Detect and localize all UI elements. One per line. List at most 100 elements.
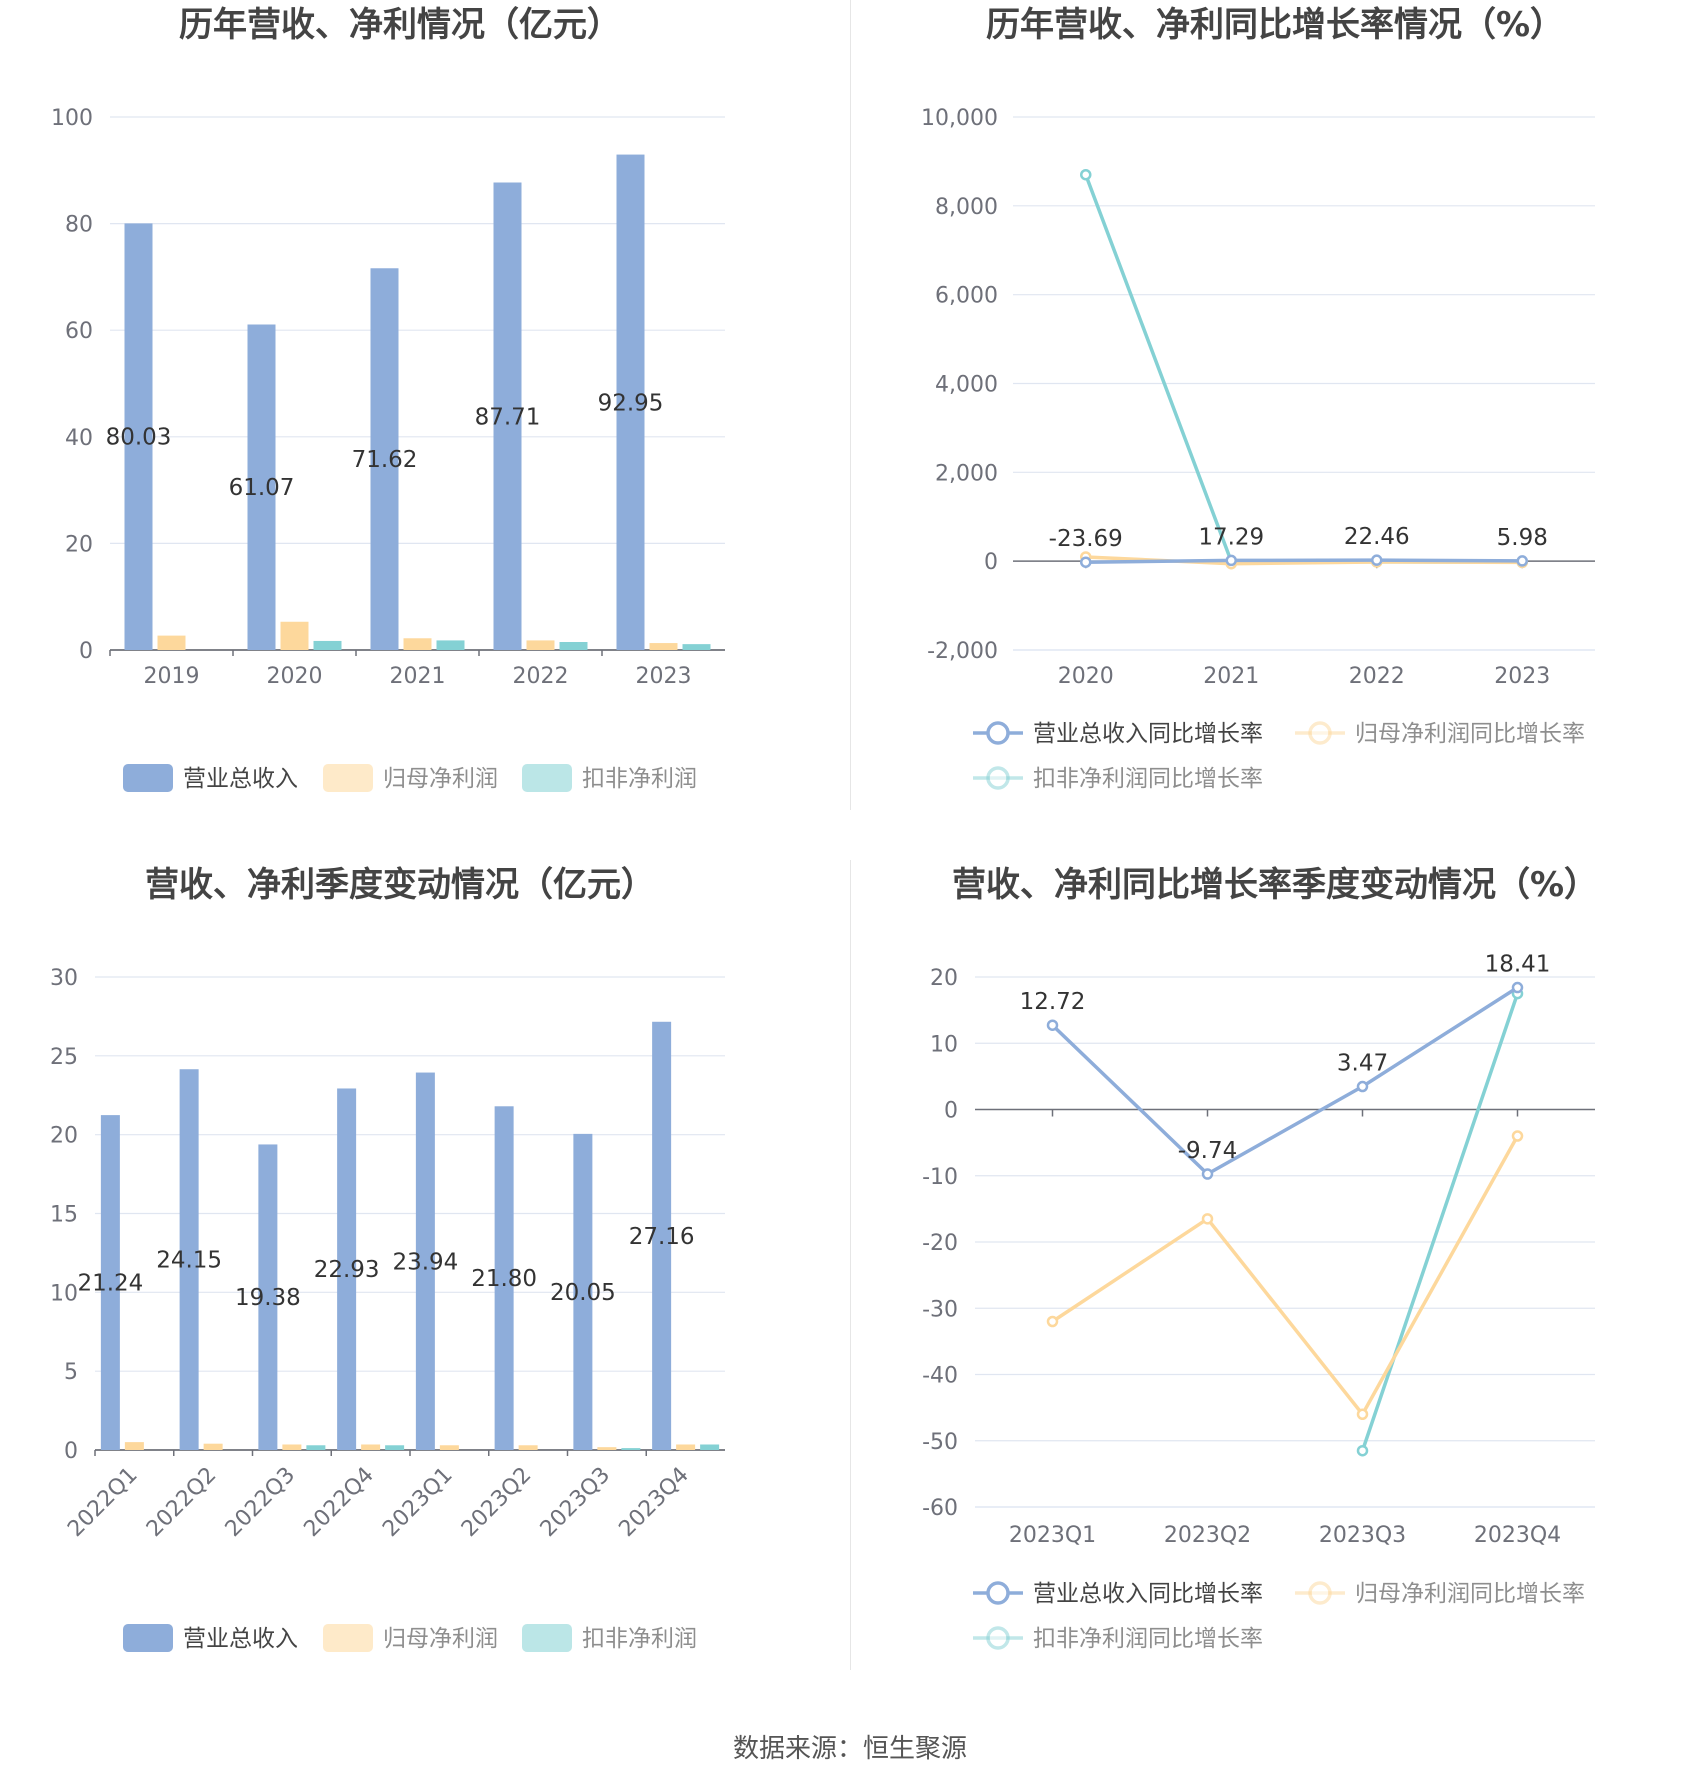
y-tick-label: -30 bbox=[922, 1297, 958, 1322]
bar-deducted-net-profit bbox=[436, 640, 465, 650]
legend-marker bbox=[986, 1626, 1010, 1650]
data-label: 17.29 bbox=[1198, 524, 1264, 550]
bar-revenue bbox=[337, 1088, 357, 1450]
data-label: -9.74 bbox=[1178, 1138, 1238, 1164]
y-tick-label: 20 bbox=[930, 966, 958, 991]
y-tick-label: 0 bbox=[64, 1439, 78, 1464]
data-source-note: 数据来源：恒生聚源 bbox=[732, 1734, 967, 1764]
legend-swatch bbox=[323, 1624, 373, 1652]
x-tick-label: 2022Q2 bbox=[142, 1463, 221, 1542]
legend-label: 扣非净利润 bbox=[582, 1626, 697, 1652]
x-tick-label: 2022 bbox=[1349, 664, 1405, 689]
data-point bbox=[1511, 1130, 1524, 1142]
legend-label: 营业总收入同比增长率 bbox=[1033, 1581, 1263, 1607]
bar-net-profit bbox=[518, 1445, 538, 1450]
chart-quarterly-revenue-profit: 营收、净利季度变动情况（亿元） 0 5 10 15 20 25 30 2022Q1 2022Q2 2… bbox=[0, 860, 850, 1680]
data-label: 92.95 bbox=[598, 390, 664, 416]
bar-revenue bbox=[494, 1106, 514, 1450]
x-tick-label: 2023Q2 bbox=[457, 1463, 536, 1542]
chart-annual-growth-rate: 历年营收、净利同比增长率情况（%） -2,000 0 2,000 4,000 6,000 8… bbox=[850, 0, 1700, 820]
bar-net-profit bbox=[157, 635, 186, 650]
y-tick-label: 10 bbox=[50, 1281, 78, 1306]
bar-net-profit bbox=[403, 638, 432, 650]
y-tick-label: 30 bbox=[50, 966, 78, 991]
data-label: 18.41 bbox=[1485, 952, 1551, 978]
legend-swatch bbox=[123, 764, 173, 792]
series-line-deducted-profit-growth bbox=[1360, 993, 1520, 1452]
y-tick-label: 0 bbox=[944, 1099, 958, 1124]
data-point bbox=[1201, 1168, 1214, 1180]
bar-revenue bbox=[124, 223, 153, 650]
data-label: 71.62 bbox=[352, 447, 418, 473]
chart-title: 营收、净利季度变动情况（亿元） bbox=[145, 865, 655, 905]
bar-net-profit bbox=[676, 1444, 696, 1450]
x-tick-label: 2020 bbox=[267, 664, 323, 689]
legend-label: 扣非净利润同比增长率 bbox=[1033, 1626, 1263, 1652]
chart-svg-quarterly-growth-rate: 营收、净利同比增长率季度变动情况（%） -60 -50 -40 -30 -20 -10 0 10… bbox=[922, 865, 1598, 1652]
bar-deducted-net-profit bbox=[313, 640, 342, 650]
legend-label: 归母净利润 bbox=[383, 1626, 498, 1652]
chart-svg-annual-growth-rate: 历年营收、净利同比增长率情况（%） -2,000 0 2,000 4,000 6,000 8… bbox=[921, 5, 1595, 792]
bar-revenue bbox=[616, 154, 645, 650]
data-label: 20.05 bbox=[550, 1280, 616, 1306]
x-tick-label: 2023Q3 bbox=[1319, 1523, 1406, 1548]
data-label: -23.69 bbox=[1049, 526, 1123, 552]
legend-label: 营业总收入 bbox=[183, 1626, 298, 1652]
legend-swatch bbox=[522, 764, 572, 792]
bar-revenue bbox=[493, 182, 522, 650]
y-tick-label: 0 bbox=[984, 550, 998, 575]
y-tick-label: 2,000 bbox=[935, 461, 998, 486]
legend-swatch bbox=[123, 1624, 173, 1652]
legend-marker bbox=[986, 721, 1010, 745]
x-tick-label: 2022Q4 bbox=[299, 1463, 378, 1542]
bar-revenue bbox=[573, 1133, 593, 1450]
data-label: 21.80 bbox=[471, 1266, 537, 1292]
legend-label: 归母净利润同比增长率 bbox=[1355, 1581, 1585, 1607]
data-label: 23.94 bbox=[392, 1249, 458, 1275]
series-line-revenue-growth bbox=[1051, 986, 1519, 1176]
y-tick-label: 6,000 bbox=[935, 284, 998, 309]
legend-label: 扣非净利润同比增长率 bbox=[1033, 766, 1263, 792]
y-tick-label: 60 bbox=[65, 319, 93, 344]
bar-revenue bbox=[100, 1115, 120, 1450]
data-label: 24.15 bbox=[156, 1248, 222, 1274]
y-tick-label: 100 bbox=[51, 106, 93, 131]
y-tick-label: 10,000 bbox=[921, 106, 998, 131]
bar-revenue bbox=[247, 324, 276, 650]
x-tick-label: 2023Q1 bbox=[378, 1463, 457, 1542]
y-tick-label: 8,000 bbox=[935, 195, 998, 220]
chart-svg-annual-revenue-profit: 历年营收、净利情况（亿元） 0 20 40 60 80 100 2019 2020 2021 202… bbox=[51, 5, 725, 792]
legend-swatch bbox=[522, 1624, 572, 1652]
y-tick-label: -60 bbox=[922, 1496, 958, 1521]
x-tick-label: 2023Q1 bbox=[1009, 1523, 1096, 1548]
bar-net-profit bbox=[203, 1443, 223, 1450]
bar-net-profit bbox=[649, 643, 678, 650]
bar-revenue bbox=[258, 1144, 278, 1450]
vertical-divider-top bbox=[850, 0, 851, 810]
bar-deducted-net-profit bbox=[682, 644, 711, 650]
data-label: 61.07 bbox=[229, 475, 295, 501]
chart-title: 历年营收、净利情况（亿元） bbox=[179, 5, 621, 45]
data-point bbox=[1356, 1408, 1369, 1420]
legend-marker bbox=[1308, 721, 1332, 745]
y-tick-label: 4,000 bbox=[935, 373, 998, 398]
legend-label: 营业总收入同比增长率 bbox=[1033, 721, 1263, 747]
bar-deducted-net-profit bbox=[621, 1448, 641, 1450]
legend-label: 营业总收入 bbox=[183, 766, 298, 792]
chart-title: 历年营收、净利同比增长率情况（%） bbox=[986, 5, 1564, 45]
bar-net-profit bbox=[361, 1444, 381, 1450]
vertical-divider-bottom bbox=[850, 860, 851, 1670]
series-line-deducted-profit-growth bbox=[1084, 174, 1523, 565]
chart-annual-revenue-profit: 历年营收、净利情况（亿元） 0 20 40 60 80 100 2019 2020 2021 202… bbox=[0, 0, 850, 820]
data-point bbox=[1516, 555, 1528, 567]
y-tick-label: 80 bbox=[65, 213, 93, 238]
data-label: 22.46 bbox=[1344, 524, 1410, 550]
y-tick-label: -2,000 bbox=[927, 639, 998, 664]
x-tick-label: 2021 bbox=[1203, 664, 1259, 689]
x-tick-label: 2022Q3 bbox=[221, 1463, 300, 1542]
data-point bbox=[1046, 1019, 1059, 1031]
data-point bbox=[1225, 554, 1237, 567]
bar-net-profit bbox=[526, 640, 555, 650]
x-tick-label: 2023 bbox=[1494, 664, 1550, 689]
bar-net-profit bbox=[124, 1442, 144, 1450]
